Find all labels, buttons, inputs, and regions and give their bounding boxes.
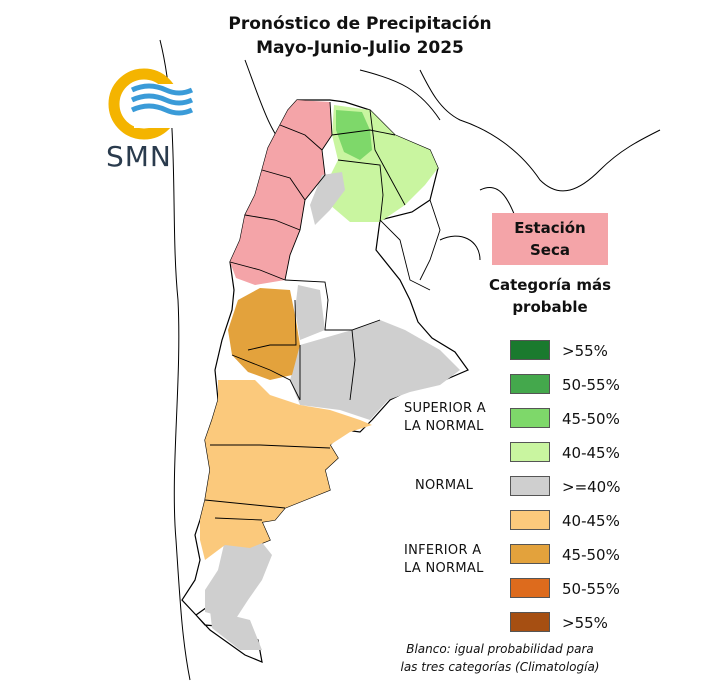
legend-group-superior: SUPERIOR A LA NORMAL [404,400,486,436]
legend-swatch [510,544,550,564]
legend-group-inferior-line1: INFERIOR A [404,543,482,558]
legend-title: Categoría más probable [470,274,630,318]
legend-item: 50-55% [510,374,650,396]
legend-group-normal: NORMAL [415,478,474,493]
legend-label: 40-45% [562,512,620,530]
legend-label: >55% [562,614,608,632]
legend-item: 40-45% [510,442,650,464]
legend-item: 45-50% [510,544,650,566]
legend-swatch [510,510,550,530]
legend-swatch [510,408,550,428]
legend-label: 40-45% [562,444,620,462]
legend-swatch [510,374,550,394]
legend-swatch [510,340,550,360]
legend-group-inferior: INFERIOR A LA NORMAL [404,542,484,578]
legend-item: >=40% [510,476,650,498]
legend-label: >55% [562,342,608,360]
region-inferior-45-50 [228,288,300,380]
footnote-line1: Blanco: igual probabilidad para [406,642,594,656]
province-borders [204,101,441,521]
legend-item: 50-55% [510,578,650,600]
legend-label: 45-50% [562,546,620,564]
legend-label: 45-50% [562,410,620,428]
footnote: Blanco: igual probabilidad para las tres… [360,640,640,676]
smn-logo-icon [108,68,194,140]
region-normal [205,172,460,650]
region-dry-season [230,100,332,285]
legend-item: 45-50% [510,408,650,430]
map-title-line1: Pronóstico de Precipitación [228,14,492,34]
legend-group-superior-line1: SUPERIOR A [404,401,486,416]
legend-label: 50-55% [562,580,620,598]
region-inferior-40-45 [200,380,372,560]
dry-season-box: Estación Seca [492,213,608,265]
legend-swatch [510,612,550,632]
legend-title-line1: Categoría más [488,276,612,294]
legend-item: 40-45% [510,510,650,532]
legend-label: >=40% [562,478,621,496]
legend-label: 50-55% [562,376,620,394]
legend-group-inferior-line2: LA NORMAL [404,561,484,576]
legend-swatch [510,442,550,462]
legend-title-line2: probable [512,298,588,316]
region-superior-45-50 [336,110,372,160]
dry-season-line2: Seca [530,241,570,259]
smn-logo-text: SMN [106,140,172,173]
legend-item: >55% [510,340,650,362]
legend-swatch [510,476,550,496]
dry-season-line1: Estación [514,219,586,237]
neighbor-borders [159,39,661,681]
legend-item: >55% [510,612,650,634]
footnote-line2: las tres categorías (Climatología) [400,660,600,674]
legend-swatch [510,578,550,598]
legend-group-superior-line2: LA NORMAL [404,419,484,434]
map-title-line2: Mayo-Junio-Julio 2025 [256,38,464,58]
